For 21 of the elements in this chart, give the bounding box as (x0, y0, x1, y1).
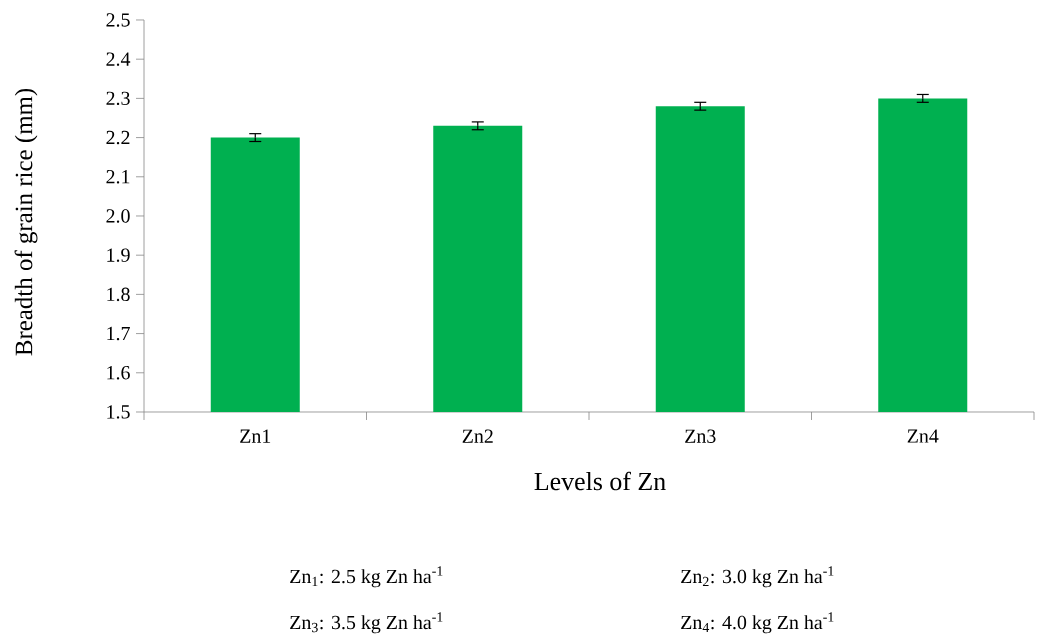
text: Zn$_{1}$: 2.5 kg Zn ha$^{-1}$ (290, 566, 443, 588)
text: Zn$_{2}$: 3.0 kg Zn ha$^{-1}$ (681, 566, 834, 588)
x-axis-title: Levels of Zn (534, 471, 666, 491)
y-tick-label: 1.9 (107, 248, 130, 262)
text: Zn$_{3}$: 3.5 kg Zn ha$^{-1}$ (290, 612, 443, 634)
y-tick-label: 1.8 (107, 287, 130, 302)
y-tick-label: 2.3 (106, 91, 130, 106)
y-tick-label: 1.5 (107, 405, 130, 419)
x-tick-label: Zn1 (240, 429, 271, 443)
y-tick-label: 2.2 (106, 130, 130, 145)
y-tick-label: 2.4 (106, 52, 131, 66)
text: Zn$_{4}$: 4.0 kg Zn ha$^{-1}$ (681, 612, 834, 634)
y-tick-label: 1.7 (107, 326, 130, 341)
x-tick-label: Zn2 (462, 429, 493, 443)
y-axis-title: Breadth of grain rice (mm) (14, 88, 38, 356)
y-tick-label: 1.6 (107, 366, 130, 380)
y-tick-label: 2.1 (106, 170, 130, 184)
x-tick-label: Zn4 (907, 429, 939, 443)
y-tick-label: 2.0 (106, 209, 130, 223)
x-tick-label: Zn3 (685, 429, 716, 443)
y-tick-label: 2.5 (106, 13, 130, 27)
